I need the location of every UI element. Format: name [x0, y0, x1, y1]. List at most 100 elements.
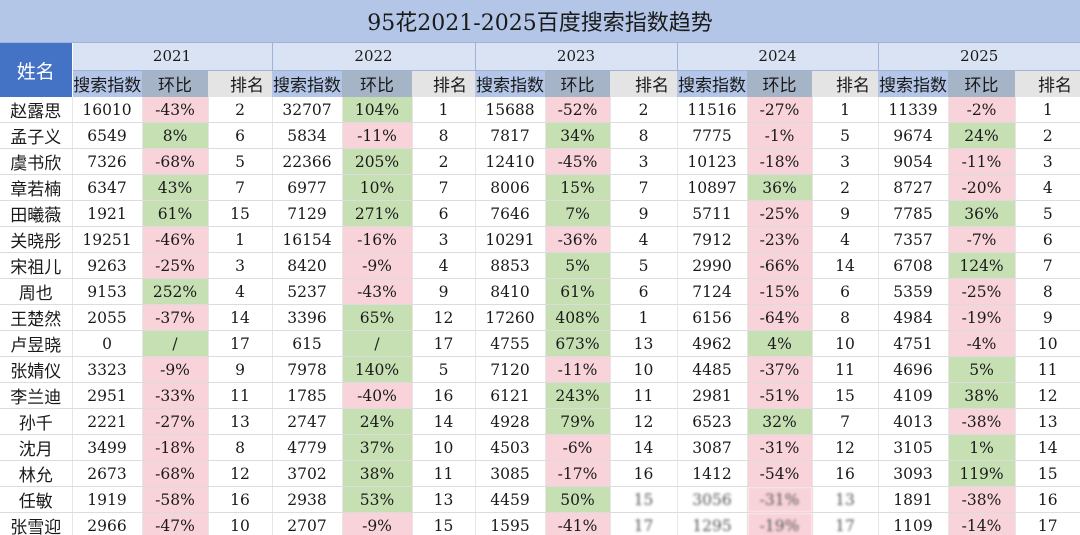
cell-index-2023: 3085	[474, 460, 545, 488]
cell-ratio-2022: 37%	[341, 434, 412, 462]
cell-rank-2023: 5	[609, 252, 677, 280]
cell-index-2021: 7326	[71, 148, 142, 176]
table-row: 孟子义 6549 8% 6 5834 -11% 8 7817 34% 8 7775 -1% 5 9674 2…	[0, 122, 1080, 150]
cell-index-2022: 7129	[271, 200, 342, 228]
cell-index-2025: 8727	[877, 174, 948, 202]
cell-ratio-2022: 271%	[341, 200, 412, 228]
cell-name: 孟子义	[0, 122, 72, 150]
cell-index-2023: 15688	[474, 97, 545, 124]
subheader-index-2023: 搜索指数	[475, 70, 545, 97]
cell-index-2023: 4755	[474, 330, 545, 358]
subheader-ratio-2025: 环比	[948, 70, 1015, 97]
cell-ratio-2022: -11%	[341, 122, 412, 150]
cell-ratio-2024: -1%	[746, 122, 812, 150]
cell-ratio-2024: 4%	[746, 330, 812, 358]
cell-index-2022: 32707	[271, 97, 342, 124]
cell-index-2022: 4779	[271, 434, 342, 462]
cell-index-2022: 7978	[271, 356, 342, 384]
cell-index-2022: 22366	[271, 148, 342, 176]
cell-rank-2022: 5	[411, 356, 475, 384]
cell-ratio-2022: 38%	[341, 460, 412, 488]
cell-ratio-2021: -58%	[141, 486, 208, 514]
cell-ratio-2025: 119%	[947, 460, 1015, 488]
cell-ratio-2022: 140%	[341, 356, 412, 384]
cell-index-2023: 8853	[474, 252, 545, 280]
cell-rank-2021: 1	[207, 226, 272, 254]
cell-index-2023: 4459	[474, 486, 545, 514]
cell-rank-2021: 15	[207, 200, 272, 228]
cell-name: 田曦薇	[0, 200, 72, 228]
cell-rank-2022: 14	[411, 408, 475, 436]
cell-rank-2025: 13	[1014, 408, 1080, 436]
cell-name: 章若楠	[0, 174, 72, 202]
cell-rank-2022: 9	[411, 278, 475, 306]
cell-rank-2025: 10	[1014, 330, 1080, 358]
cell-rank-2022: 1	[411, 97, 475, 124]
cell-ratio-2025: -7%	[947, 226, 1015, 254]
cell-rank-2021: 4	[207, 278, 272, 306]
cell-rank-2022: 11	[411, 460, 475, 488]
cell-ratio-2022: -43%	[341, 278, 412, 306]
subheader-index-2022: 搜索指数	[272, 70, 342, 97]
cell-index-2024: 1412	[676, 460, 747, 488]
cell-ratio-2023: 79%	[544, 408, 610, 436]
cell-index-2023: 4928	[474, 408, 545, 436]
cell-ratio-2023: -45%	[544, 148, 610, 176]
cell-rank-2024: 2	[811, 174, 878, 202]
table-row: 章若楠 6347 43% 7 6977 10% 7 8006 15% 7 10897 36% 2 8727…	[0, 174, 1080, 202]
year-header-2023: 2023	[474, 43, 677, 71]
cell-rank-2024: 1	[811, 97, 878, 124]
cell-ratio-2021: 8%	[141, 122, 208, 150]
cell-rank-2024: 12	[811, 434, 878, 462]
subheader-ratio-2022: 环比	[342, 70, 412, 97]
cell-rank-2024: 9	[811, 200, 878, 228]
cell-index-2025: 7785	[877, 200, 948, 228]
cell-rank-2023: 12	[609, 408, 677, 436]
cell-index-2021: 2221	[71, 408, 142, 436]
cell-ratio-2025: -14%	[947, 512, 1015, 535]
cell-index-2025: 6708	[877, 252, 948, 280]
cell-rank-2023: 17	[609, 512, 677, 535]
cell-rank-2023: 15	[609, 486, 677, 514]
cell-index-2021: 1919	[71, 486, 142, 514]
cell-index-2021: 0	[71, 330, 142, 358]
cell-rank-2024: 3	[811, 148, 878, 176]
table-title: 95花2021-2025百度搜索指数趋势	[0, 0, 1080, 43]
cell-rank-2023: 11	[609, 382, 677, 410]
table-row: 虞书欣 7326 -68% 5 22366 205% 2 12410 -45% 3 10123 -18…	[0, 148, 1080, 176]
cell-rank-2021: 16	[207, 486, 272, 514]
cell-ratio-2021: -25%	[141, 252, 208, 280]
cell-ratio-2024: -66%	[746, 252, 812, 280]
cell-rank-2023: 7	[609, 174, 677, 202]
cell-rank-2021: 8	[207, 434, 272, 462]
cell-index-2022: 3702	[271, 460, 342, 488]
year-header-2022: 2022	[271, 43, 475, 71]
table-row: 关晓彤 19251 -46% 1 16154 -16% 3 10291 -36% 4 7912 -23…	[0, 226, 1080, 254]
cell-index-2023: 7120	[474, 356, 545, 384]
cell-ratio-2023: -6%	[544, 434, 610, 462]
table-row: 周也 9153 252% 4 5237 -43% 9 8410 61% 6 7124 -15% 6 535…	[0, 278, 1080, 306]
cell-ratio-2025: 38%	[947, 382, 1015, 410]
cell-ratio-2021: -18%	[141, 434, 208, 462]
cell-ratio-2024: -64%	[746, 304, 812, 332]
cell-index-2024: 7124	[676, 278, 747, 306]
cell-rank-2022: 10	[411, 434, 475, 462]
cell-ratio-2023: 243%	[544, 382, 610, 410]
cell-ratio-2023: -11%	[544, 356, 610, 384]
cell-rank-2024: 10	[811, 330, 878, 358]
subheader-ratio-2023: 环比	[545, 70, 610, 97]
cell-name: 王楚然	[0, 304, 72, 332]
cell-ratio-2021: -27%	[141, 408, 208, 436]
cell-ratio-2025: 5%	[947, 356, 1015, 384]
subheader-index-2025: 搜索指数	[878, 70, 948, 97]
cell-rank-2023: 14	[609, 434, 677, 462]
subheader-ratio-2021: 环比	[142, 70, 208, 97]
cell-rank-2024: 17	[811, 512, 878, 535]
cell-index-2021: 9263	[71, 252, 142, 280]
cell-rank-2021: 5	[207, 148, 272, 176]
cell-index-2021: 2055	[71, 304, 142, 332]
cell-ratio-2024: -31%	[746, 434, 812, 462]
cell-rank-2025: 2	[1014, 122, 1080, 150]
cell-name: 孙千	[0, 408, 72, 436]
cell-index-2025: 3093	[877, 460, 948, 488]
